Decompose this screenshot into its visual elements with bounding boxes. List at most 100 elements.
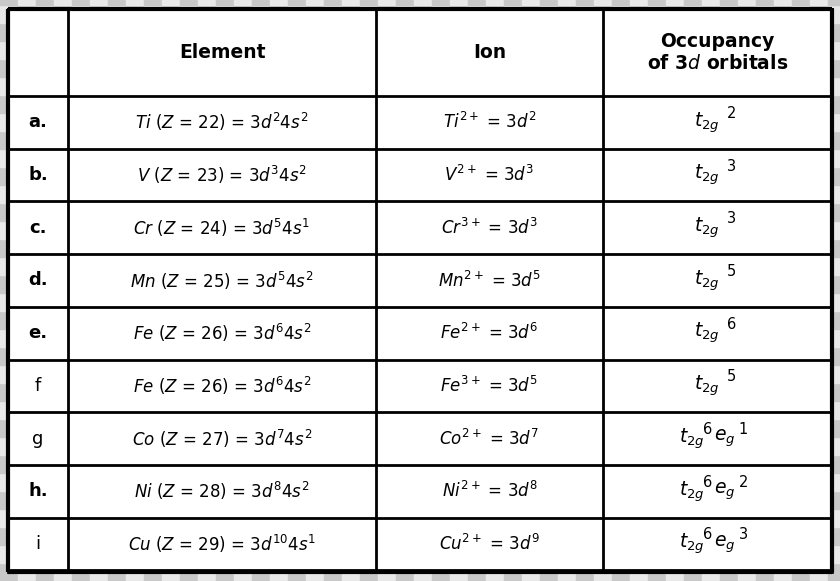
Bar [144,131,162,149]
Bar [684,239,702,257]
Bar [576,275,594,293]
Bar [522,203,540,221]
Bar [234,77,252,95]
Bar [216,275,234,293]
Bar [270,365,288,383]
Bar [108,5,126,23]
Bar [36,293,54,311]
Bar [324,95,342,113]
Bar [68,518,376,571]
Bar [72,239,90,257]
Bar [558,491,576,509]
Bar [522,311,540,329]
Text: $Cu$ ($Z$ = 29) = 3$d^{10}$4$s^{1}$: $Cu$ ($Z$ = 29) = 3$d^{10}$4$s^{1}$ [128,533,316,555]
Bar [666,167,684,185]
Bar [162,311,180,329]
Bar [90,509,108,527]
Bar [792,221,810,239]
Bar [144,563,162,581]
Bar [684,221,702,239]
Text: $t_{2g}$: $t_{2g}$ [695,374,720,398]
Bar [414,239,432,257]
Text: $t_{2g}$: $t_{2g}$ [695,268,720,293]
Bar [612,509,630,527]
Bar [396,77,414,95]
Bar [68,9,376,96]
Bar [576,545,594,563]
Bar [376,9,603,96]
Bar [108,473,126,491]
Bar [198,383,216,401]
Bar [414,419,432,437]
Bar [432,131,450,149]
Bar [234,365,252,383]
Bar [828,401,840,419]
Bar [603,360,832,413]
Bar [504,329,522,347]
Bar [450,221,468,239]
Bar [522,221,540,239]
Bar [216,509,234,527]
Bar [216,149,234,167]
Bar [414,455,432,473]
Bar [0,383,18,401]
Bar [594,275,612,293]
Bar [603,307,832,360]
Bar [144,5,162,23]
Bar [774,5,792,23]
Bar [216,41,234,59]
Bar [792,473,810,491]
Bar [234,257,252,275]
Bar [252,113,270,131]
Bar [432,41,450,59]
Bar [558,293,576,311]
Bar [648,527,666,545]
Bar [378,401,396,419]
Bar [198,455,216,473]
Bar [288,545,306,563]
Bar [198,311,216,329]
Bar [0,275,18,293]
Bar [396,23,414,41]
Bar [774,473,792,491]
Bar [198,257,216,275]
Bar [468,563,486,581]
Bar [630,95,648,113]
Bar [36,77,54,95]
Bar [666,527,684,545]
Bar [576,23,594,41]
Bar [630,545,648,563]
Bar [486,509,504,527]
Bar [792,41,810,59]
Bar [396,365,414,383]
Bar [720,311,738,329]
Bar [126,23,144,41]
Bar [648,509,666,527]
Bar [828,77,840,95]
Bar [468,509,486,527]
Bar [180,113,198,131]
Bar [54,347,72,365]
Bar [306,95,324,113]
Bar [702,23,720,41]
Bar [288,41,306,59]
Bar [540,509,558,527]
Bar [306,437,324,455]
Bar [180,563,198,581]
Text: $Ni$ ($Z$ = 28) = 3$d^{8}$4$s^{2}$: $Ni$ ($Z$ = 28) = 3$d^{8}$4$s^{2}$ [134,480,310,503]
Bar [468,239,486,257]
Bar [720,347,738,365]
Bar [576,167,594,185]
Bar [90,419,108,437]
Bar [72,0,90,5]
Bar [666,59,684,77]
Bar [756,257,774,275]
Bar [558,509,576,527]
Bar [738,23,756,41]
Bar [108,275,126,293]
Bar [792,23,810,41]
Bar [306,563,324,581]
Bar [792,185,810,203]
Bar [90,275,108,293]
Bar [630,383,648,401]
